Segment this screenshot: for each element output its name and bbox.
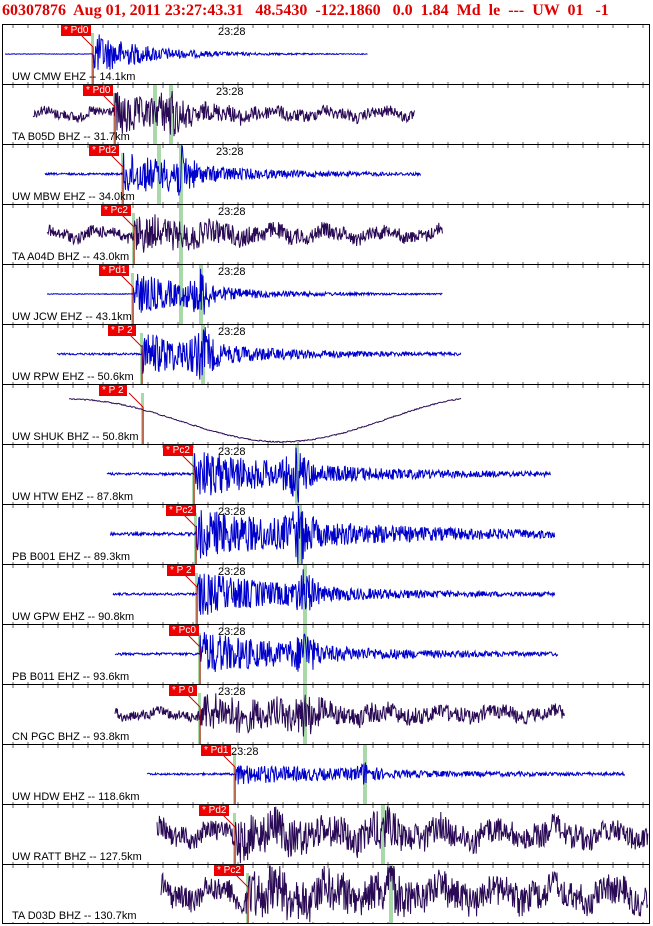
phase-marker: [381, 805, 385, 864]
seismogram-panel[interactable]: * P 2 23:28 UW RPW EHZ -- 50.6km: [2, 324, 650, 384]
waveform-plot: [4, 25, 644, 84]
waveform-trace: [46, 268, 443, 315]
time-label: 23:28: [218, 26, 246, 38]
station-label: PB B001 EHZ -- 89.3km: [12, 551, 130, 563]
station-label: UW JCW EHZ -- 43.1km: [12, 311, 132, 323]
seismogram-panel[interactable]: * Pc2 23:28 PB B001 EHZ -- 89.3km: [2, 504, 650, 564]
phase-pick-flag[interactable]: * Pd2: [89, 145, 120, 156]
seismogram-panel[interactable]: * Pc2 23:28 UW HTW EHZ -- 87.8km: [2, 444, 650, 504]
phase-pick-flag[interactable]: * Pc2: [101, 205, 131, 216]
waveform-trace: [44, 145, 422, 196]
waveform-trace: [112, 569, 556, 615]
waveform-trace: [4, 34, 368, 70]
waveform-plot: [12, 565, 644, 624]
phase-pick-flag[interactable]: * P 2: [99, 385, 127, 396]
phase-pick-flag[interactable]: * Pd1: [201, 745, 232, 756]
station-label: UW HTW EHZ -- 87.8km: [12, 491, 133, 503]
seismogram-panel[interactable]: * Pd1 23:28 UW JCW EHZ -- 43.1km: [2, 264, 650, 324]
seismogram-panels: * Pd0 23:28 UW CMW EHZ -- 14.1km * Pd0 23:28…: [2, 24, 650, 924]
seismogram-panel[interactable]: * Pc2 23:28 TA A04D BHZ -- 43.0km: [2, 204, 650, 264]
phase-marker: [303, 685, 307, 744]
waveform-plot: [12, 505, 644, 564]
waveform-plot: [12, 325, 644, 384]
seismogram-panel[interactable]: * P 2 23:28 UW GPW EHZ -- 90.8km: [2, 564, 650, 624]
waveform-plot: [12, 265, 644, 324]
time-label: 23:28: [216, 86, 244, 98]
waveform-trace: [106, 447, 551, 503]
station-label: UW GPW EHZ -- 90.8km: [12, 611, 135, 623]
phase-pick-flag[interactable]: * Pd1: [99, 265, 130, 276]
station-label: UW SHUK BHZ -- 50.8km: [12, 431, 139, 443]
phase-pick-flag[interactable]: * Pc2: [163, 445, 193, 456]
waveform-trace: [109, 505, 556, 564]
station-label: UW RATT BHZ -- 127.5km: [12, 851, 142, 863]
station-label: UW CMW EHZ -- 14.1km: [12, 71, 136, 83]
waveform-trace: [146, 762, 626, 785]
seismogram-panel[interactable]: * Pd2 23:28 UW MBW EHZ -- 34.0km: [2, 144, 650, 204]
time-label: 23:28: [218, 206, 246, 218]
time-label: 23:28: [218, 626, 246, 638]
waveform-plot: [12, 625, 644, 684]
station-label: PB B011 EHZ -- 93.6km: [12, 671, 130, 683]
phase-pick-flag[interactable]: * Pd0: [83, 85, 114, 96]
waveform-trace: [156, 806, 649, 864]
event-header: 60307876 Aug 01, 2011 23:27:43.31 48.543…: [0, 0, 653, 24]
station-label: TA A04D BHZ -- 43.0km: [12, 251, 130, 263]
phase-pick-flag[interactable]: * Pd0: [61, 25, 92, 36]
waveform-plot: [12, 865, 649, 923]
waveform-trace: [160, 865, 649, 923]
phase-marker: [389, 865, 393, 923]
waveform-trace: [56, 327, 462, 380]
waveform-plot: [12, 85, 644, 144]
time-label: 23:28: [218, 686, 246, 698]
waveform-trace: [46, 214, 443, 253]
station-label: TA B05D BHZ -- 31.7km: [12, 131, 130, 143]
station-label: UW HDW EHZ -- 118.6km: [12, 791, 140, 803]
phase-pick-flag[interactable]: * P 2: [108, 325, 136, 336]
station-label: UW RPW EHZ -- 50.6km: [12, 371, 134, 383]
waveform-trace: [114, 693, 565, 737]
event-summary: 60307876 Aug 01, 2011 23:27:43.31 48.543…: [2, 2, 609, 19]
phase-pick-flag[interactable]: * P 0: [169, 685, 197, 696]
waveform-plot: [12, 205, 644, 264]
station-label: CN PGC BHZ -- 93.8km: [12, 731, 130, 743]
phase-marker: [179, 265, 183, 324]
seismogram-panel[interactable]: * P 0 23:28 CN PGC BHZ -- 93.8km: [2, 684, 650, 744]
waveform-trace: [114, 632, 559, 672]
phase-pick-flag[interactable]: * P 2: [167, 565, 195, 576]
waveform-trace: [32, 90, 416, 137]
time-label: 23:28: [218, 506, 246, 518]
seismogram-panel[interactable]: * Pd0 23:28 TA B05D BHZ -- 31.7km: [2, 84, 650, 144]
seismogram-panel[interactable]: * Pd1 23:28 UW HDW EHZ -- 118.6km: [2, 744, 650, 804]
phase-pick-flag[interactable]: * Pd2: [199, 805, 230, 816]
seismogram-panel[interactable]: * Pd0 23:28 UW CMW EHZ -- 14.1km: [2, 24, 650, 84]
station-label: UW MBW EHZ -- 34.0km: [12, 191, 135, 203]
waveform-trace: [68, 397, 462, 444]
time-label: 23:28: [231, 746, 259, 758]
seismogram-panel[interactable]: * Pc0 23:28 PB B011 EHZ -- 93.6km: [2, 624, 650, 684]
phase-marker: [363, 745, 367, 804]
time-label: 23:28: [216, 146, 244, 158]
time-label: 23:28: [218, 266, 246, 278]
phase-pick-flag[interactable]: * Pc2: [214, 865, 244, 876]
seismogram-panel[interactable]: * Pc2 TA D03D BHZ -- 130.7km: [2, 864, 650, 924]
waveform-plot: [12, 385, 644, 444]
time-label: 23:28: [218, 566, 246, 578]
time-label: 23:28: [218, 446, 246, 458]
time-label: 23:28: [218, 326, 246, 338]
seismogram-panel[interactable]: * Pd2 UW RATT BHZ -- 127.5km: [2, 804, 650, 864]
phase-marker: [303, 625, 307, 684]
waveform-plot: [12, 745, 644, 804]
seismogram-panel[interactable]: * P 2 UW SHUK BHZ -- 50.8km: [2, 384, 650, 444]
waveform-plot: [12, 805, 649, 864]
pick-line: [128, 392, 144, 408]
phase-pick-flag[interactable]: * Pc0: [169, 625, 199, 636]
phase-pick-flag[interactable]: * Pc2: [166, 505, 196, 516]
station-label: TA D03D BHZ -- 130.7km: [12, 910, 137, 922]
